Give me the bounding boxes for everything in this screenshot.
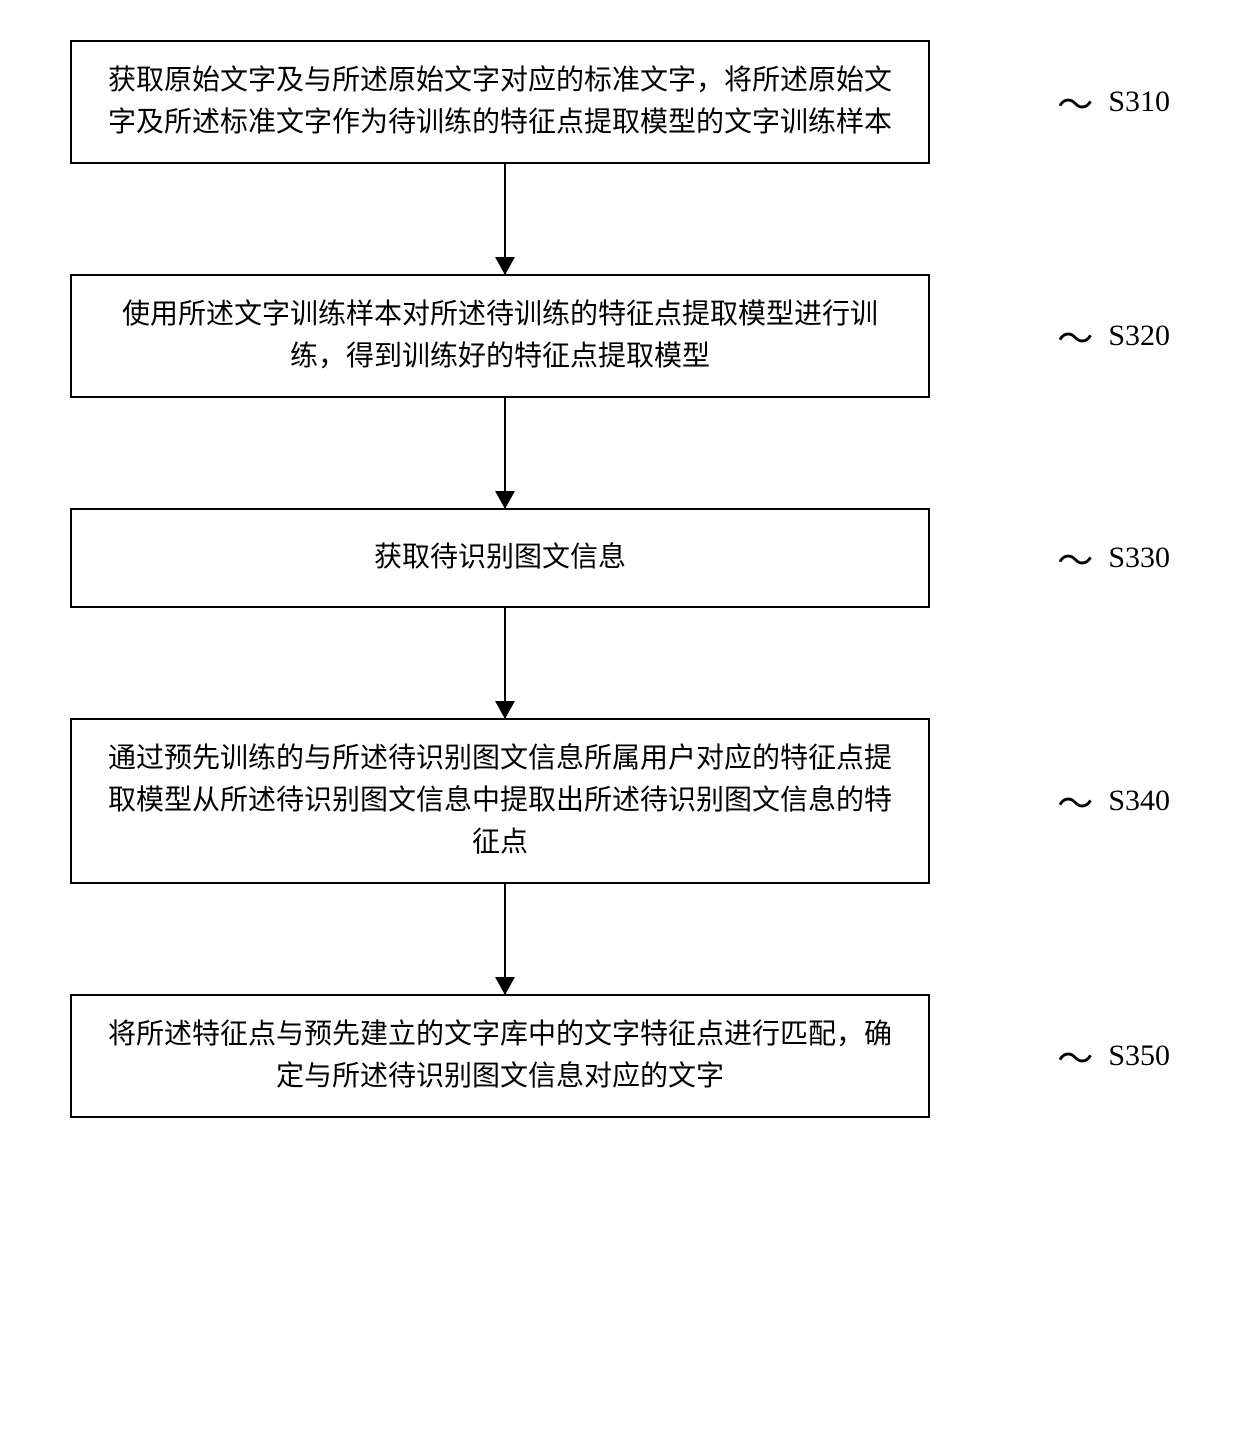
step-label-s350: 〜 S350 [1057,1030,1170,1082]
step-row: 获取原始文字及与所述原始文字对应的标准文字，将所述原始文字及所述标准文字作为待训… [70,40,940,164]
step-text: 获取待识别图文信息 [374,537,626,579]
curve-connector: 〜 [1057,775,1093,827]
label-text: S340 [1108,784,1170,818]
step-label-s320: 〜 S320 [1057,310,1170,362]
step-box-s350: 将所述特征点与预先建立的文字库中的文字特征点进行匹配，确定与所述待识别图文信息对… [70,994,930,1118]
label-text: S350 [1108,1039,1170,1073]
arrow-down-icon [504,884,506,994]
step-box-s340: 通过预先训练的与所述待识别图文信息所属用户对应的特征点提取模型从所述待识别图文信… [70,718,930,884]
flowchart-container: 获取原始文字及与所述原始文字对应的标准文字，将所述原始文字及所述标准文字作为待训… [70,40,1170,1118]
arrow-down-icon [504,608,506,718]
curve-connector: 〜 [1057,310,1093,362]
step-text: 将所述特征点与预先建立的文字库中的文字特征点进行匹配，确定与所述待识别图文信息对… [102,1014,898,1098]
step-text: 通过预先训练的与所述待识别图文信息所属用户对应的特征点提取模型从所述待识别图文信… [102,738,898,864]
arrow-container [70,398,940,508]
curve-connector: 〜 [1057,532,1093,584]
step-row: 使用所述文字训练样本对所述待训练的特征点提取模型进行训练，得到训练好的特征点提取… [70,274,940,398]
step-label-s310: 〜 S310 [1057,76,1170,128]
step-box-s320: 使用所述文字训练样本对所述待训练的特征点提取模型进行训练，得到训练好的特征点提取… [70,274,930,398]
step-text: 使用所述文字训练样本对所述待训练的特征点提取模型进行训练，得到训练好的特征点提取… [102,294,898,378]
arrow-container [70,608,940,718]
arrow-down-icon [504,398,506,508]
flow-column: 获取原始文字及与所述原始文字对应的标准文字，将所述原始文字及所述标准文字作为待训… [70,40,940,1118]
curve-connector: 〜 [1057,76,1093,128]
step-label-s330: 〜 S330 [1057,532,1170,584]
step-text: 获取原始文字及与所述原始文字对应的标准文字，将所述原始文字及所述标准文字作为待训… [102,60,898,144]
label-text: S330 [1108,541,1170,575]
step-row: 通过预先训练的与所述待识别图文信息所属用户对应的特征点提取模型从所述待识别图文信… [70,718,940,884]
label-text: S310 [1108,85,1170,119]
step-row: 获取待识别图文信息 〜 S330 [70,508,940,608]
arrow-container [70,884,940,994]
arrow-down-icon [504,164,506,274]
label-text: S320 [1108,319,1170,353]
step-box-s330: 获取待识别图文信息 [70,508,930,608]
arrow-container [70,164,940,274]
curve-connector: 〜 [1057,1030,1093,1082]
step-label-s340: 〜 S340 [1057,775,1170,827]
step-box-s310: 获取原始文字及与所述原始文字对应的标准文字，将所述原始文字及所述标准文字作为待训… [70,40,930,164]
step-row: 将所述特征点与预先建立的文字库中的文字特征点进行匹配，确定与所述待识别图文信息对… [70,994,940,1118]
